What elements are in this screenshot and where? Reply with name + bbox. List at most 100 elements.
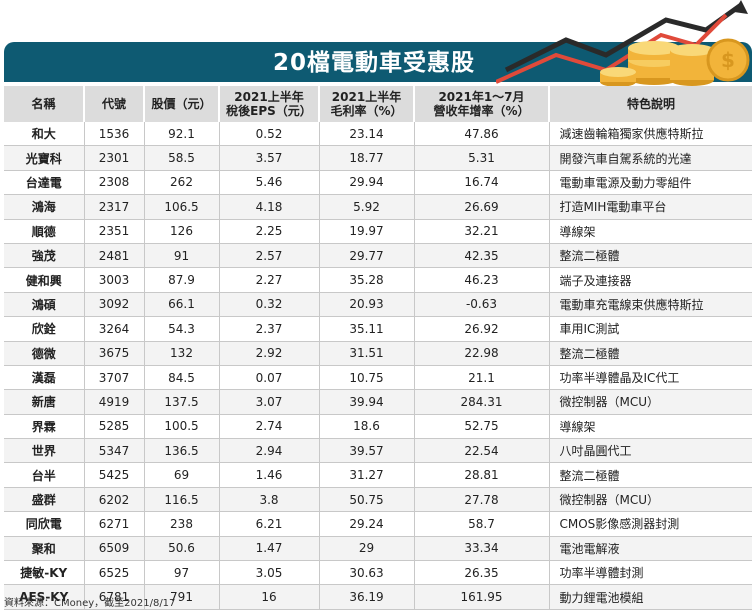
column-header: 2021年1～7月 營收年增率（%） xyxy=(414,86,550,122)
table-cell: 6781 xyxy=(84,584,145,610)
table-cell: 2.37 xyxy=(219,316,320,342)
table-row: 台半 5425 69 1.46 31.27 28.81 整流二極體 xyxy=(4,462,752,488)
column-header-line1: 2021上半年 xyxy=(234,90,304,104)
stock-name-cell: 同欣電 xyxy=(4,511,85,537)
table-cell: 132 xyxy=(144,341,220,366)
svg-text:$: $ xyxy=(721,48,735,72)
table-cell: 2317 xyxy=(84,194,145,220)
table-cell: 車用IC測試 xyxy=(549,316,752,342)
table-cell: 238 xyxy=(144,511,220,537)
column-header-line1: 名稱 xyxy=(31,97,56,111)
column-header: 股價（元） xyxy=(144,86,220,122)
table-cell: 4.18 xyxy=(219,194,320,220)
table-cell: 84.5 xyxy=(144,365,220,391)
table-row: AES-KY 6781 791 16 36.19 161.95 動力鋰電池模組 xyxy=(4,584,752,610)
table-cell: 2.92 xyxy=(219,341,320,366)
table-cell: 22.54 xyxy=(414,438,550,464)
table-cell: 2351 xyxy=(84,219,145,244)
table-cell: 29 xyxy=(319,536,415,562)
table-cell: 47.86 xyxy=(414,122,550,147)
table-cell: 58.5 xyxy=(144,145,220,171)
table-cell: 46.23 xyxy=(414,267,550,293)
stock-name-cell: 鴻海 xyxy=(4,194,85,220)
table-cell: 5.92 xyxy=(319,194,415,220)
table-cell: 整流二極體 xyxy=(549,462,752,488)
table-cell: 32.21 xyxy=(414,219,550,244)
stock-name-cell: 健和興 xyxy=(4,267,85,293)
table-cell: 整流二極體 xyxy=(549,243,752,269)
coins-and-rising-arrow-icon: $ xyxy=(496,0,750,87)
table-cell: 33.34 xyxy=(414,536,550,562)
table-cell: -0.63 xyxy=(414,292,550,318)
table-cell: 54.3 xyxy=(144,316,220,342)
table-cell: 137.5 xyxy=(144,389,220,415)
table-cell: 2301 xyxy=(84,145,145,171)
table-cell: 66.1 xyxy=(144,292,220,318)
table-cell: 2.57 xyxy=(219,243,320,269)
table-cell: 導線架 xyxy=(549,414,752,440)
table-cell: 36.19 xyxy=(319,584,415,610)
ev-stocks-table: 名稱 代號 股價（元） 2021上半年 稅後EPS（元） 2021上半年 毛利率（%） 202… xyxy=(4,86,752,610)
table-cell: 端子及連接器 xyxy=(549,267,752,293)
table-row: 鴻海 2317 106.5 4.18 5.92 26.69 打造MIH電動車平台 xyxy=(4,194,752,220)
table-row: 順德 2351 126 2.25 19.97 32.21 導線架 xyxy=(4,219,752,244)
table-cell: 整流二極體 xyxy=(549,341,752,366)
table-cell: 106.5 xyxy=(144,194,220,220)
table-cell: 29.77 xyxy=(319,243,415,269)
stock-name-cell: 聚和 xyxy=(4,536,85,562)
table-cell: 3.05 xyxy=(219,560,320,586)
table-cell: 6202 xyxy=(84,487,145,513)
table-cell: 導線架 xyxy=(549,219,752,244)
table-cell: 3.57 xyxy=(219,145,320,171)
table-row: 漢磊 3707 84.5 0.07 10.75 21.1 功率半導體晶及IC代工 xyxy=(4,365,752,391)
table-row: 健和興 3003 87.9 2.27 35.28 46.23 端子及連接器 xyxy=(4,267,752,293)
table-cell: 0.32 xyxy=(219,292,320,318)
table-row: 世界 5347 136.5 2.94 39.57 22.54 八吋晶圓代工 xyxy=(4,438,752,464)
table-cell: 5347 xyxy=(84,438,145,464)
table-cell: 2481 xyxy=(84,243,145,269)
table-cell: 5285 xyxy=(84,414,145,440)
table-row: 聚和 6509 50.6 1.47 29 33.34 電池電解液 xyxy=(4,536,752,562)
table-cell: 126 xyxy=(144,219,220,244)
table-cell: 29.24 xyxy=(319,511,415,537)
stock-name-cell: 台達電 xyxy=(4,170,85,196)
table-cell: 2.27 xyxy=(219,267,320,293)
table-row: 強茂 2481 91 2.57 29.77 42.35 整流二極體 xyxy=(4,243,752,269)
table-cell: 262 xyxy=(144,170,220,196)
column-header-line1: 代號 xyxy=(101,97,126,111)
table-cell: 動力鋰電池模組 xyxy=(549,584,752,610)
table-cell: 1.46 xyxy=(219,462,320,488)
table-cell: 1536 xyxy=(84,122,145,147)
table-cell: 0.52 xyxy=(219,122,320,147)
table-cell: 26.69 xyxy=(414,194,550,220)
table-cell: 微控制器（MCU） xyxy=(549,487,752,513)
table-cell: 1.47 xyxy=(219,536,320,562)
table-cell: 3675 xyxy=(84,341,145,366)
column-header-line2: 營收年增率（%） xyxy=(433,104,530,118)
column-header-line1: 2021上半年 xyxy=(331,90,402,104)
table-cell: 3.07 xyxy=(219,389,320,415)
table-cell: 2.25 xyxy=(219,219,320,244)
column-header-line1: 特色說明 xyxy=(626,97,675,111)
table-cell: 69 xyxy=(144,462,220,488)
table-cell: 2.74 xyxy=(219,414,320,440)
table-cell: 3092 xyxy=(84,292,145,318)
stock-name-cell: 台半 xyxy=(4,462,85,488)
table-cell: 4919 xyxy=(84,389,145,415)
table-cell: 791 xyxy=(144,584,220,610)
table-cell: 6.21 xyxy=(219,511,320,537)
stock-name-cell: 鴻碩 xyxy=(4,292,85,318)
table-cell: 21.1 xyxy=(414,365,550,391)
stock-name-cell: 新唐 xyxy=(4,389,85,415)
table-cell: 0.07 xyxy=(219,365,320,391)
stock-name-cell: 強茂 xyxy=(4,243,85,269)
table-cell: 開發汽車自駕系統的光達 xyxy=(549,145,752,171)
column-header: 名稱 xyxy=(4,86,85,122)
table-cell: 3264 xyxy=(84,316,145,342)
table-cell: 284.31 xyxy=(414,389,550,415)
stock-name-cell: 盛群 xyxy=(4,487,85,513)
table-cell: 3.8 xyxy=(219,487,320,513)
table-cell: 35.11 xyxy=(319,316,415,342)
stock-name-cell: 漢磊 xyxy=(4,365,85,391)
table-cell: 31.27 xyxy=(319,462,415,488)
